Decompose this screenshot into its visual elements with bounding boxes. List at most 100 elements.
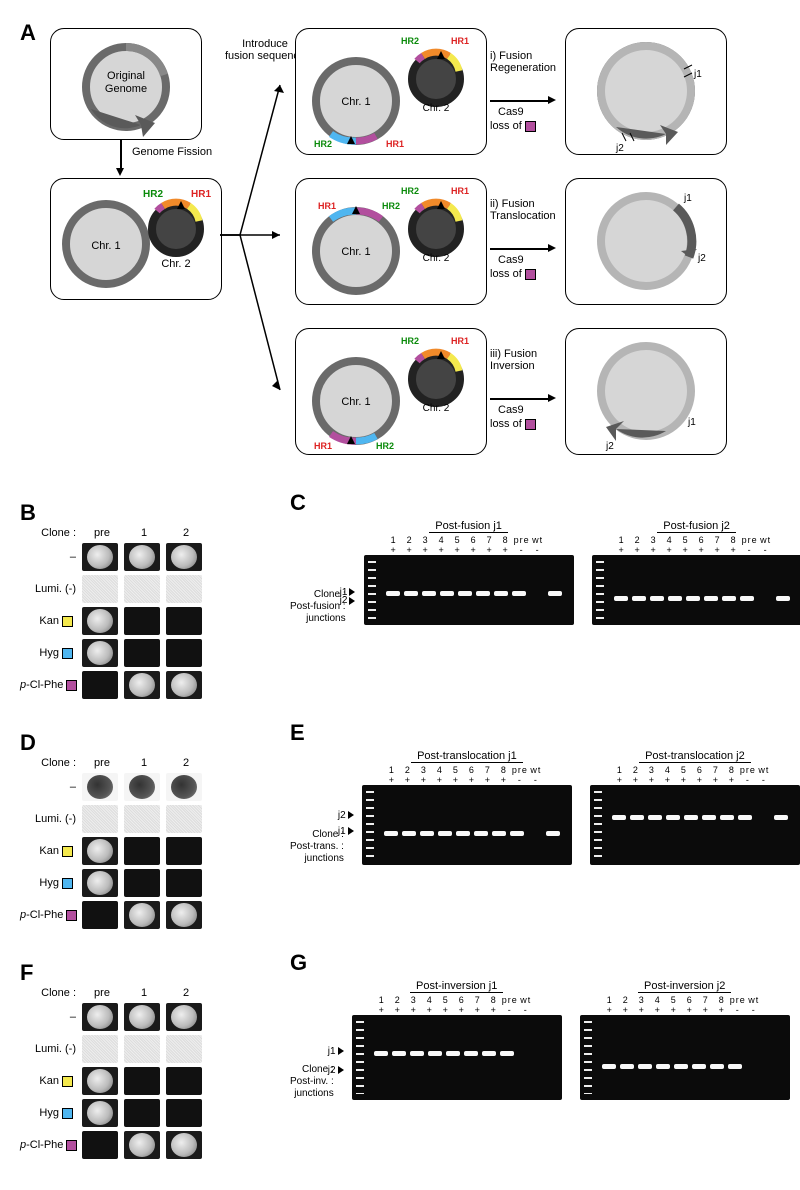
gel-signs: ++++++++-- [590,775,800,785]
svg-text:Chr. 2: Chr. 2 [423,253,450,264]
phen-row-label: p-Cl-Phe [20,670,80,700]
original-label-1: Original [107,70,145,82]
svg-text:HR2: HR2 [401,186,419,196]
gel-band [458,591,472,596]
phenotype-spot [166,805,202,833]
gel-band [612,815,626,820]
phen-header-col: pre [82,756,122,770]
phenotype-spot [82,671,118,699]
gel-title: Post-fusion j2 [657,520,736,533]
gel-lane-header: 12345678prewt [580,995,790,1005]
gel-band [648,815,662,820]
gel-band [668,596,682,601]
phenotype-spot [124,607,160,635]
gel-E-left: Post-translocation j112345678prewt++++++… [362,746,572,865]
gel-band [774,815,788,820]
gel-band [720,815,734,820]
gel-lane-header: 12345678prewt [592,535,800,545]
phen-header-label: Clone : [20,986,80,1000]
gel-title: Post-inversion j2 [638,980,731,993]
original-label-2: Genome [105,83,147,95]
gel-signs: ++++++++-- [580,1005,790,1015]
junction-label-j2: j2 [328,1065,344,1076]
svg-text:j2: j2 [615,143,624,154]
gel-band [494,591,508,596]
gel-image [364,555,574,625]
hyg-marker-icon [62,1108,73,1119]
result-box-2: j1 j2 [565,178,727,305]
svg-text:Chr. 1: Chr. 1 [341,396,370,408]
panel-a: A Original Genome Genome Fission Chr. 1 … [20,20,780,480]
gel-image [362,785,572,865]
svg-text:HR1: HR1 [318,201,336,211]
svg-text:j1: j1 [683,193,692,204]
svg-text:Chr. 2: Chr. 2 [423,103,450,114]
gel-band [776,596,790,601]
ladder-icon [356,1021,364,1094]
gel-left-labels: Clone :Post-fusion :junctions [290,575,346,625]
svg-text:HR2: HR2 [376,441,394,451]
gel-band [410,1051,424,1056]
phe-marker-icon [66,680,77,691]
gel-band [548,591,562,596]
phenotype-spot [124,543,160,571]
phenotype-spot [124,1035,160,1063]
phen-row-label: Lumi. (-) [20,574,80,604]
gel-band [656,1064,670,1069]
gel-band [632,596,646,601]
phenotype-spot [166,1035,202,1063]
phenotype-spot [166,1067,202,1095]
gel-band [422,591,436,596]
gel-band [702,815,716,820]
svg-text:Chr. 2: Chr. 2 [423,403,450,414]
result-box-3: j1 j2 [565,328,727,455]
phen-header-label: Clone : [20,756,80,770]
gel-band [684,815,698,820]
phenotype-spot [82,869,118,897]
gel-band [428,1051,442,1056]
gel-band [482,1051,496,1056]
gel-image [592,555,800,625]
mid-box-3: Chr. 1 HR1 HR2 Chr. 2 HR1 HR2 [295,328,487,455]
svg-text:j2: j2 [605,441,614,452]
svg-text:HR1: HR1 [386,139,404,149]
gel-band [512,591,526,596]
phen-row-label: p-Cl-Phe [20,900,80,930]
phe-marker-icon [525,269,536,280]
phenotype-spot [124,639,160,667]
gel-band [420,831,434,836]
gel-image [352,1015,562,1100]
gel-title: Post-inversion j1 [410,980,503,993]
gel-band [738,815,752,820]
gel-C-right: Post-fusion j212345678prewt++++++++-- [592,516,800,625]
phenotype-spot [166,901,202,929]
svg-text:HR2: HR2 [401,336,419,346]
gel-signs: ++++++++-- [352,1005,562,1015]
svg-text:HR1: HR1 [314,441,332,451]
kan-marker-icon [62,616,73,627]
hyg-marker-icon [62,648,73,659]
phenotype-spot [166,543,202,571]
hr1-label: HR1 [191,189,211,200]
gel-band [602,1064,616,1069]
gel-left-labels: Clone :Post-trans. :junctions [290,815,344,865]
gel-band [638,1064,652,1069]
gel-band [722,596,736,601]
gel-band [456,831,470,836]
svg-text:HR2: HR2 [382,201,400,211]
gel-band [510,831,524,836]
phenotype-spot [124,805,160,833]
phenotype-spot [82,1099,118,1127]
phe-marker-icon [525,419,536,430]
ladder-icon [594,791,602,859]
mid-box-1: Chr. 1 HR1 HR2 Chr. 2 HR1 HR2 [295,28,487,155]
phen-row-label: Kan [20,606,80,636]
mid-box-2: Chr. 1 HR1 HR2 Chr. 2 HR1 HR2 [295,178,487,305]
panel-B: BClone :pre12–Lumi. (-)Kan Hyg p-Cl-Phe [20,500,270,700]
gel-image [590,785,800,865]
phenotype-spot [124,575,160,603]
gel-image [580,1015,790,1100]
phenotype-spot [82,805,118,833]
phenotype-spot [82,773,118,801]
phen-row-label: – [20,772,80,802]
